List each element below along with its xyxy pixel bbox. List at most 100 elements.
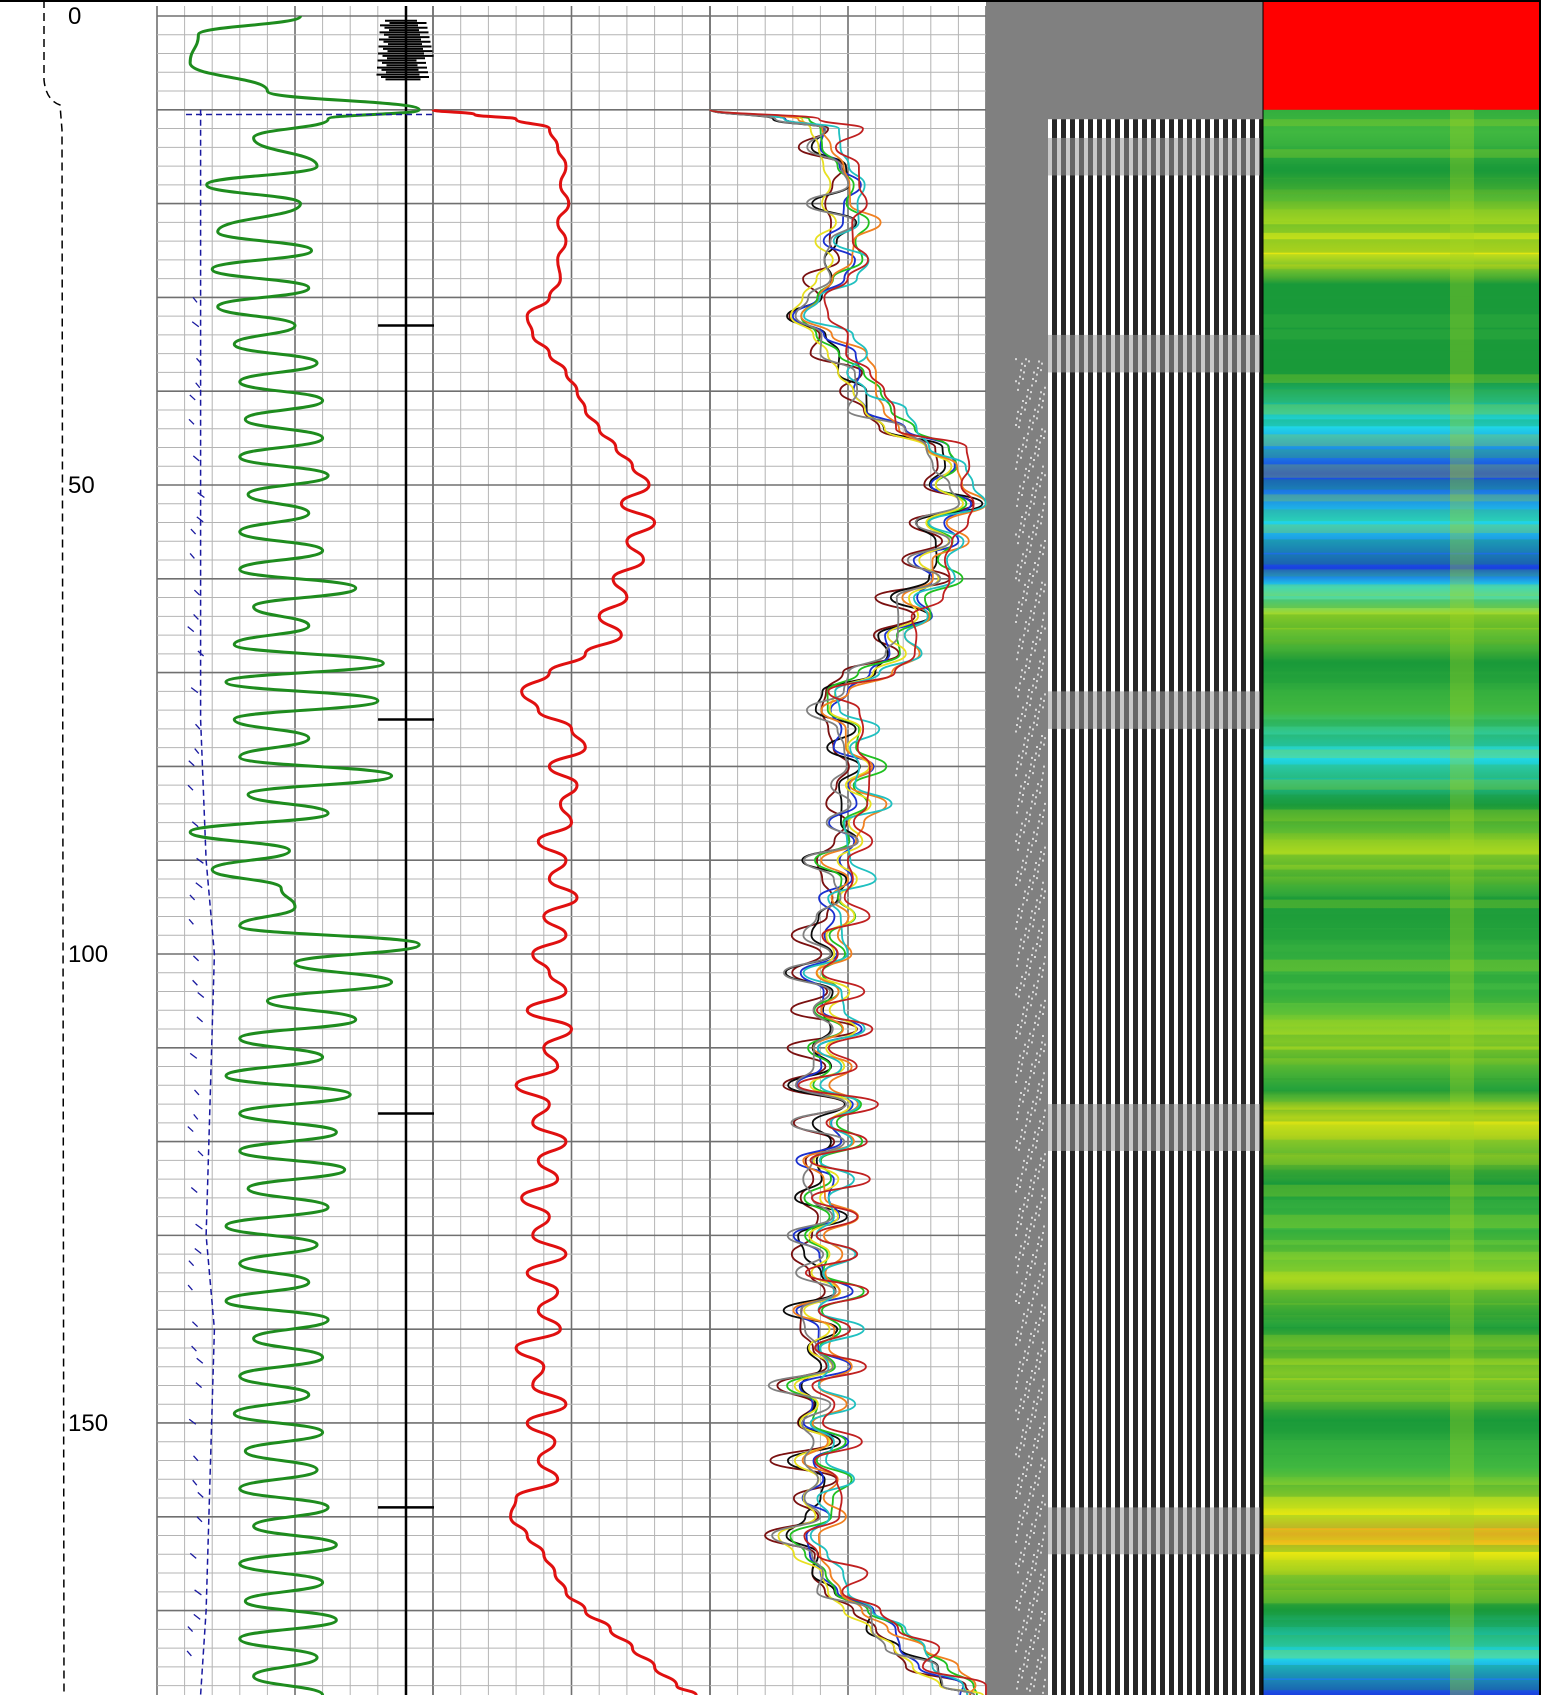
heatmap-band [1263, 464, 1540, 478]
heatmap-band [1263, 1649, 1540, 1659]
heatmap-band [1263, 1634, 1540, 1647]
heatmap-band [1263, 944, 1540, 952]
heatmap-band [1263, 1529, 1540, 1541]
heatmap-band [1263, 1574, 1540, 1584]
grid-track-3 [709, 6, 987, 1695]
waveform-stripe [1187, 119, 1192, 1695]
log-curves [186, 6, 987, 1695]
heatmap-band [1263, 374, 1540, 383]
waveform-stripe [1070, 119, 1075, 1695]
waveform-stripe [1196, 119, 1201, 1695]
heatmap-band [1263, 1274, 1540, 1284]
heatmap-band [1263, 1379, 1540, 1391]
heatmap-band [1263, 434, 1540, 447]
waveform-stripe [1088, 119, 1093, 1695]
heatmap-band [1263, 1424, 1540, 1434]
heatmap-band [1263, 344, 1540, 352]
heatmap-band [1263, 1559, 1540, 1572]
track-grid [156, 6, 987, 1695]
track-4-curve [709, 108, 987, 1695]
heatmap-vertical-stripe [1450, 109, 1474, 1695]
heatmap-band [1263, 1514, 1540, 1529]
heatmap-band [1263, 854, 1540, 865]
heatmap-band [1263, 1154, 1540, 1165]
waveform-track [986, 0, 1264, 1695]
heatmap-band [1263, 1079, 1540, 1090]
track-2-top-block [376, 19, 434, 81]
waveform-stripe [1133, 119, 1138, 1695]
heatmap-band [1263, 149, 1540, 158]
heatmap-band [1263, 1469, 1540, 1477]
waveform-stripe [1169, 119, 1174, 1695]
heatmap-band [1263, 1334, 1540, 1347]
waveform-noise-band [1048, 691, 1260, 729]
heatmap-band [1263, 1094, 1540, 1102]
track-3-red-curve [431, 108, 698, 1695]
waveform-stripe [1151, 119, 1156, 1695]
heatmap-band [1263, 839, 1540, 853]
heatmap-band [1263, 629, 1540, 640]
track-1-blue-dashed-curve [199, 109, 216, 1695]
heatmap-track [1263, 0, 1540, 1695]
depth-tick-label: 50 [68, 472, 95, 499]
heatmap-band [1263, 314, 1540, 328]
waveform-stripe [1178, 119, 1183, 1695]
heatmap-band [1263, 659, 1540, 672]
depth-tick-label: 100 [68, 941, 108, 968]
heatmap-band [1263, 1499, 1540, 1509]
heatmap-band [1263, 914, 1540, 928]
track-1-blue-noise [186, 296, 205, 1657]
heatmap-band [1263, 779, 1540, 790]
heatmap-band [1263, 1364, 1540, 1379]
heatmap-band [1263, 1484, 1540, 1497]
heatmap-band [1263, 824, 1540, 834]
waveform-speckle [1015, 358, 1046, 1694]
heatmap-band [1263, 809, 1540, 822]
grid-track-2 [432, 6, 711, 1695]
waveform-stripe [1115, 119, 1120, 1695]
heatmap-band [1263, 959, 1540, 972]
heatmap-band [1263, 194, 1540, 202]
heatmap-band [1263, 554, 1540, 565]
waveform-stripe [1079, 119, 1084, 1695]
heatmap-band [1263, 614, 1540, 628]
heatmap-band [1263, 764, 1540, 778]
heatmap-band [1263, 1454, 1540, 1466]
track-4-curve [709, 108, 987, 1695]
heatmap-top-block [1263, 0, 1540, 110]
waveform-stripe [1232, 119, 1237, 1695]
heatmap-band [1263, 869, 1540, 877]
waveform-stripe [1205, 119, 1210, 1695]
heatmap-band [1263, 404, 1540, 415]
track-4-curve [709, 108, 976, 1695]
waveform-stripe [1061, 119, 1066, 1695]
heatmap-band [1263, 704, 1540, 715]
heatmap-band [1263, 1589, 1540, 1604]
heatmap-band [1263, 449, 1540, 458]
heatmap-band [1263, 284, 1540, 297]
heatmap-band [1263, 1604, 1540, 1616]
heatmap-band [1263, 299, 1540, 308]
heatmap-band [1263, 239, 1540, 253]
heatmap-band [1263, 224, 1540, 233]
waveform-stripe [1241, 119, 1246, 1695]
heatmap-band [1263, 329, 1540, 340]
heatmap-band [1263, 1184, 1540, 1197]
waveform-stripe [1160, 119, 1165, 1695]
heatmap-band [1263, 749, 1540, 759]
heatmap-band [1263, 734, 1540, 747]
heatmap-band [1263, 164, 1540, 178]
heatmap-band [1263, 1619, 1540, 1627]
heatmap-band [1263, 1544, 1540, 1552]
heatmap-band [1263, 1214, 1540, 1229]
heatmap-band [1263, 1124, 1540, 1134]
waveform-stripe [1052, 119, 1057, 1695]
heatmap-band [1263, 569, 1540, 577]
waveform-stripe [1250, 119, 1255, 1695]
heatmap-band [1263, 524, 1540, 533]
heatmap-band [1263, 539, 1540, 553]
heatmap-band [1263, 134, 1540, 146]
heatmap-band [1263, 1679, 1540, 1691]
heatmap-band [1263, 1064, 1540, 1079]
